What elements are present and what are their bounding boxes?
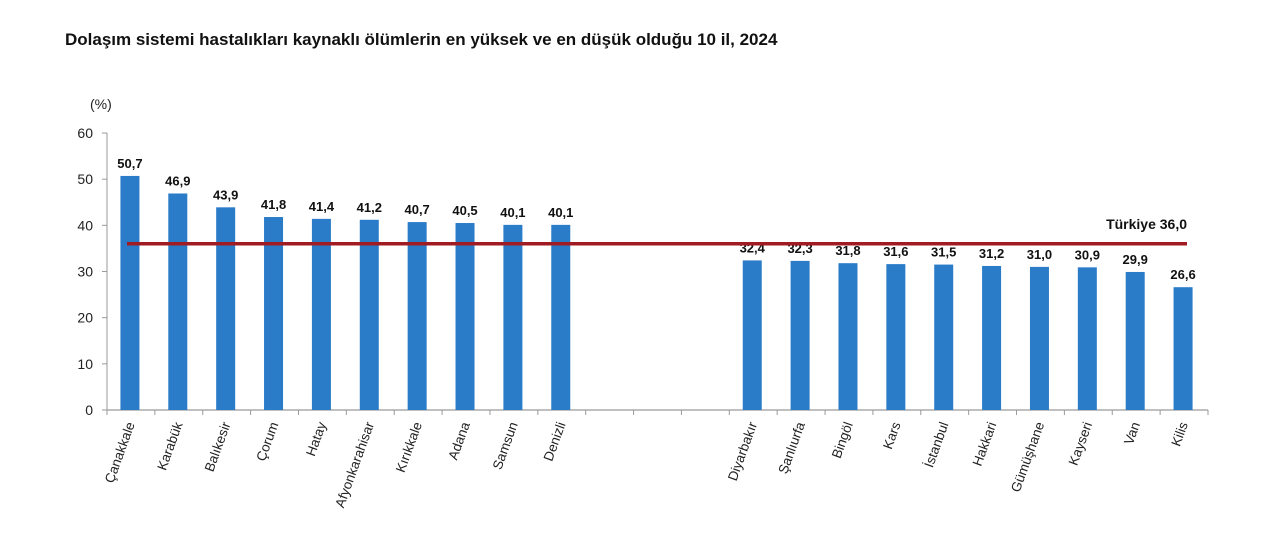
x-category-label: Hakkari: [970, 420, 1000, 468]
y-tick-label: 50: [77, 171, 93, 187]
x-category-label: Çanakkale: [102, 420, 138, 485]
bar: [886, 264, 906, 410]
bar: [1173, 287, 1193, 410]
x-category-label: Balıkesir: [202, 419, 234, 473]
x-category-label: Karabük: [154, 420, 185, 473]
y-tick-label: 40: [77, 217, 93, 233]
bar-value-label: 40,7: [404, 202, 429, 217]
bar-value-label: 31,8: [835, 243, 860, 258]
y-tick-label: 20: [77, 310, 93, 326]
x-category-label: Denizli: [541, 420, 569, 463]
bar: [838, 263, 858, 410]
x-category-label: Adana: [445, 419, 473, 461]
bar-value-label: 31,2: [979, 246, 1004, 261]
bar: [982, 265, 1002, 410]
y-tick-label: 60: [77, 125, 93, 141]
bar-value-label: 31,5: [931, 245, 956, 260]
y-tick-label: 0: [85, 402, 93, 418]
turkiye-average-label: Türkiye 36,0: [1106, 216, 1187, 232]
bar: [503, 224, 523, 410]
x-category-label: Bingöl: [829, 420, 856, 460]
x-category-label: Kırıkkale: [393, 420, 425, 474]
x-category-label: Afyonkarahisar: [332, 419, 377, 509]
bar: [216, 207, 236, 410]
x-category-label: Kayseri: [1066, 420, 1095, 467]
bar: [455, 223, 475, 410]
x-category-label: Şanlıurfa: [775, 419, 808, 475]
x-category-label: Samsun: [490, 420, 521, 472]
bar: [168, 193, 188, 410]
bar: [407, 222, 427, 410]
bar-value-label: 46,9: [165, 173, 190, 188]
y-tick-label: 30: [77, 264, 93, 280]
bar: [1125, 271, 1145, 410]
bar-value-label: 40,1: [500, 205, 525, 220]
chart-title: Dolaşım sistemi hastalıkları kaynaklı öl…: [65, 30, 778, 49]
bar-value-label: 50,7: [117, 156, 142, 171]
y-tick-label: 10: [77, 356, 93, 372]
bar-value-label: 40,1: [548, 205, 573, 220]
y-axis-unit-label: (%): [90, 96, 112, 112]
x-category-label: Hatay: [303, 420, 329, 459]
bar: [551, 224, 571, 410]
bar: [790, 260, 810, 410]
bar: [359, 219, 379, 410]
bar-value-label: 41,4: [309, 199, 335, 214]
bar-value-label: 30,9: [1075, 247, 1100, 262]
x-category-label: Diyarbakır: [725, 419, 760, 482]
bar-value-label: 43,9: [213, 187, 238, 202]
bar: [120, 175, 140, 410]
bar-value-label: 40,5: [452, 203, 477, 218]
bar: [264, 217, 284, 410]
bar: [1077, 267, 1097, 410]
x-category-label: Kilis: [1168, 420, 1191, 449]
x-category-label: Van: [1121, 420, 1143, 447]
bar-value-label: 31,0: [1027, 247, 1052, 262]
bar-value-label: 26,6: [1170, 267, 1195, 282]
bar-value-label: 41,2: [357, 200, 382, 215]
x-category-label: Gümüşhane: [1008, 420, 1047, 494]
bar: [934, 264, 954, 410]
bar: [742, 260, 762, 410]
x-category-label: İstanbul: [921, 420, 951, 470]
bar-value-label: 41,8: [261, 197, 286, 212]
bar-value-label: 29,9: [1123, 252, 1148, 267]
bar: [1029, 266, 1049, 410]
bar-value-label: 31,6: [883, 244, 908, 259]
x-category-label: Çorum: [253, 420, 281, 463]
x-category-label: Kars: [880, 420, 904, 451]
bar: [311, 218, 331, 410]
